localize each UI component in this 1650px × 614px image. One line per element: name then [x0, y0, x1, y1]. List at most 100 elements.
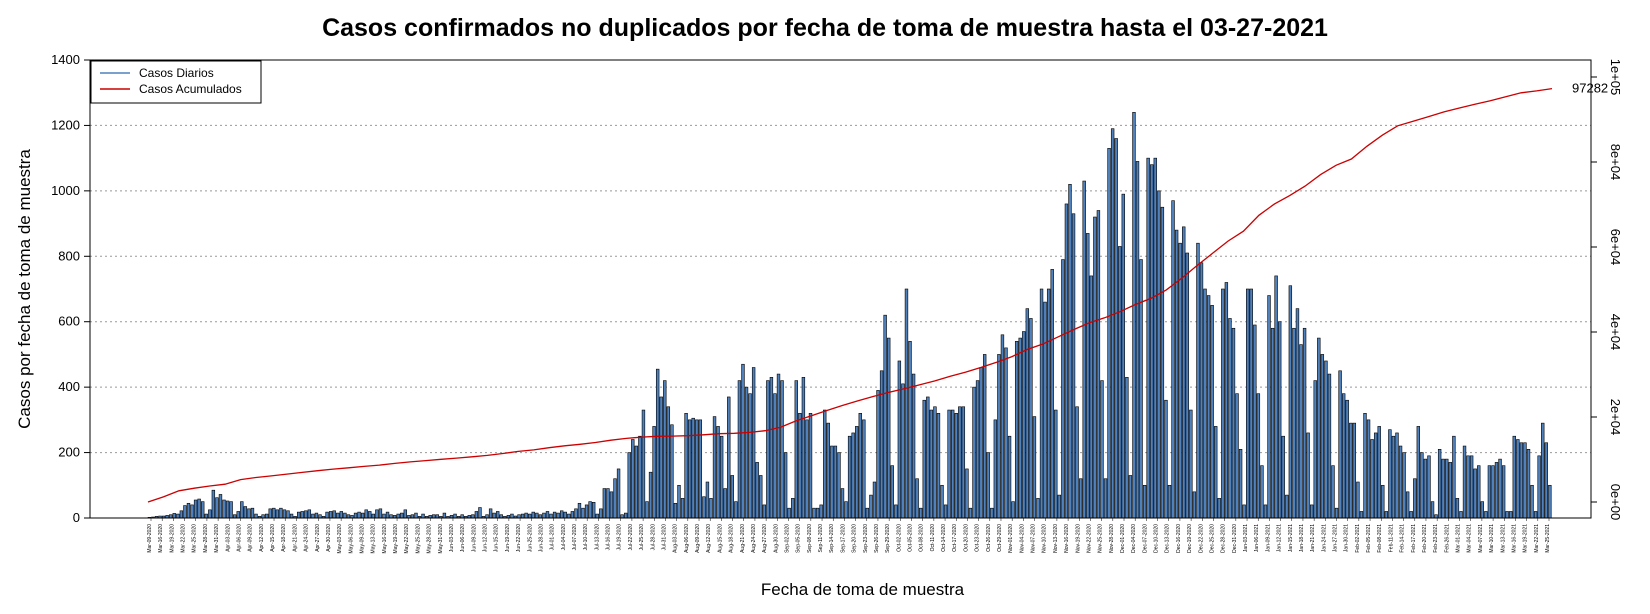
x-tick-label: Dec-10-2020	[1154, 524, 1160, 553]
x-tick-label: Jul-10-2020	[583, 524, 589, 551]
x-tick-label: Jul-19-2020	[617, 524, 623, 551]
bar	[1487, 465, 1492, 519]
x-tick-label: Feb-02-2021	[1355, 524, 1361, 553]
bar	[574, 508, 578, 519]
bar	[368, 511, 372, 519]
bar	[1210, 305, 1214, 519]
bar	[528, 513, 532, 519]
bar	[1185, 252, 1189, 519]
bar	[204, 513, 208, 519]
bar	[687, 419, 692, 519]
x-tick-label: Sep-17-2020	[840, 524, 846, 553]
bar	[577, 502, 582, 519]
x-tick-label: Nov-16-2020	[1064, 524, 1070, 553]
bar	[360, 512, 365, 519]
bar	[1139, 259, 1143, 519]
bar	[904, 288, 909, 519]
bar	[1334, 507, 1339, 519]
x-tick-label: May-25-2020	[415, 524, 421, 554]
bar	[954, 413, 958, 519]
bar	[990, 507, 994, 519]
x-tick-label: Aug-18-2020	[729, 524, 735, 553]
bar	[1299, 344, 1303, 519]
bar	[837, 452, 841, 519]
x-tick-label: Mar-09-2020	[147, 524, 153, 553]
bar	[1373, 432, 1378, 519]
bar	[712, 416, 717, 519]
bar	[1256, 393, 1261, 519]
bar	[1313, 380, 1317, 519]
x-tick-label: Dec-16-2020	[1176, 524, 1182, 553]
bar	[1018, 337, 1022, 519]
bar	[844, 501, 848, 519]
x-tick-label: Mar-01-2021	[1456, 524, 1462, 553]
x-tick-label: Jan-30-2021	[1344, 524, 1350, 552]
bar	[666, 406, 671, 519]
bar	[588, 501, 592, 519]
bar	[762, 504, 766, 519]
x-tick-label: Jan-27-2021	[1333, 524, 1339, 552]
x-tick-label: Apr-15-2020	[270, 524, 276, 552]
x-tick-label: Oct-29-2020	[997, 524, 1003, 552]
bar	[1352, 422, 1357, 519]
bar	[1036, 498, 1040, 519]
bar	[997, 354, 1001, 519]
x-tick-label: Oct-08-2020	[919, 524, 925, 552]
bar	[211, 489, 216, 519]
bar	[791, 498, 795, 519]
bar	[1459, 511, 1463, 519]
bar	[510, 513, 514, 519]
bar	[1327, 373, 1332, 519]
bar	[279, 507, 283, 519]
bar	[1370, 439, 1374, 519]
x-tick-label: Jan-21-2021	[1310, 524, 1316, 552]
bar	[1007, 435, 1012, 519]
y-tick-label: 0	[73, 510, 80, 525]
x-tick-label: Sep-14-2020	[829, 524, 835, 553]
bar	[958, 406, 962, 519]
bar	[531, 511, 535, 519]
x-tick-label: Feb-20-2021	[1422, 524, 1428, 553]
y-tick-label: 200	[58, 445, 80, 460]
x-tick-label: Oct-05-2020	[908, 524, 914, 552]
x-tick-label: Mar-31-2020	[214, 524, 220, 553]
bar	[307, 509, 312, 519]
bar	[798, 413, 802, 519]
x-tick-label: Sep-26-2020	[874, 524, 880, 553]
bar	[1405, 491, 1410, 519]
bar	[705, 481, 710, 519]
bar	[680, 498, 685, 519]
bar	[1128, 475, 1133, 519]
bar	[222, 499, 226, 519]
bar	[1278, 321, 1282, 519]
bar	[1462, 445, 1467, 519]
x-tick-label: Apr-18-2020	[281, 524, 287, 552]
bar	[858, 413, 862, 519]
bar	[773, 393, 777, 519]
x-tick-label: Jun-19-2020	[505, 524, 511, 552]
legend-box	[90, 60, 262, 104]
bar	[300, 511, 304, 519]
y2-tick-label: 4e+04	[1608, 314, 1623, 351]
bar	[218, 494, 223, 519]
x-tick-label: Mar-07-2021	[1478, 524, 1484, 553]
bar	[1295, 308, 1300, 519]
bar	[901, 383, 905, 519]
x-tick-label: Mar-13-2021	[1500, 524, 1506, 553]
bar	[1000, 334, 1005, 519]
x-tick-label: Aug-30-2020	[773, 524, 779, 553]
x-tick-label: Jun-03-2020	[449, 524, 455, 552]
x-tick-label: Jun-28-2020	[538, 524, 544, 552]
bar	[926, 396, 930, 519]
x-tick-label: Mar-22-2021	[1534, 524, 1540, 553]
x-tick-label: Oct-14-2020	[941, 524, 947, 552]
bar-layer	[147, 112, 1552, 519]
bar	[1281, 435, 1285, 519]
x-tick-label: Aug-09-2020	[695, 524, 701, 553]
bar	[353, 512, 358, 519]
bar	[1469, 455, 1474, 519]
bar	[1142, 484, 1147, 519]
bar	[1199, 262, 1204, 519]
bar	[1306, 432, 1310, 519]
